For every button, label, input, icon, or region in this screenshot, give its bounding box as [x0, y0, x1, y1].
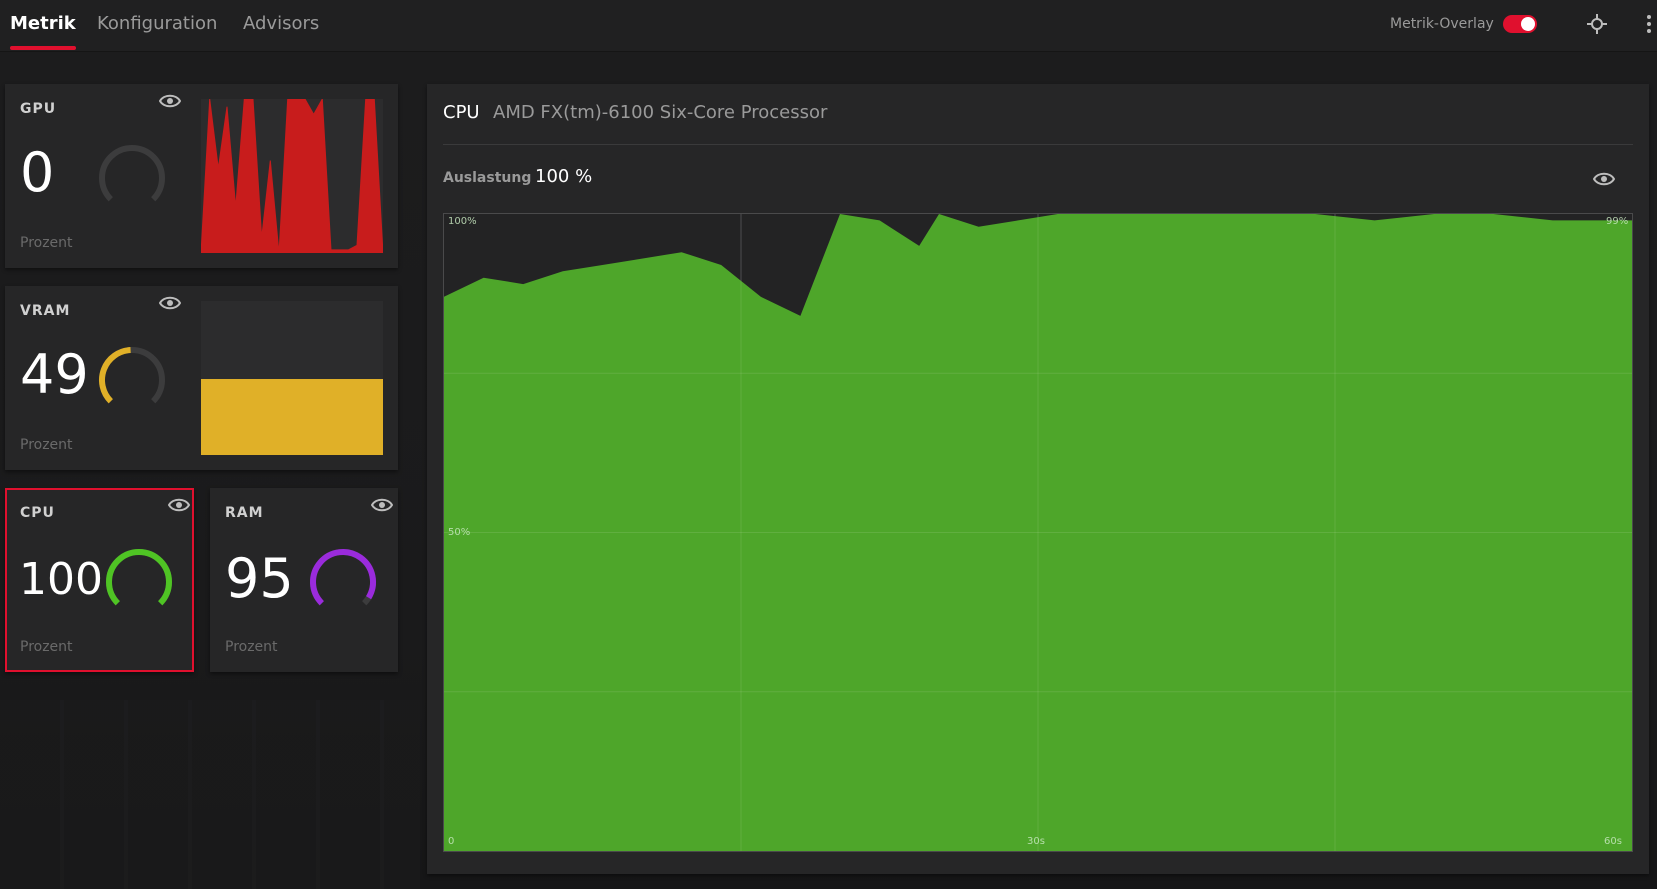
x-tick-0: 0 [448, 836, 455, 847]
ram-label: RAM [225, 505, 264, 521]
vram-label: VRAM [20, 303, 71, 319]
cpu-card[interactable]: CPU 100 Prozent [5, 488, 194, 672]
x-tick-30s: 30s [1027, 836, 1045, 847]
utilization-label: Auslastung [443, 170, 532, 186]
cpu-gauge [106, 549, 172, 606]
ram-unit: Prozent [225, 639, 278, 655]
y-tick-50: 50% [448, 527, 471, 538]
gpu-sparkline-area [201, 99, 383, 253]
eye-icon[interactable] [159, 94, 181, 108]
utilization-value: 100 % [535, 166, 593, 187]
gpu-unit: Prozent [20, 235, 73, 251]
tab-advisors[interactable]: Advisors [243, 0, 319, 52]
gauge-track [99, 145, 165, 202]
vram-unit: Prozent [20, 437, 73, 453]
background-pattern [0, 700, 420, 889]
vram-gauge [99, 347, 165, 404]
tab-konfiguration[interactable]: Konfiguration [97, 0, 217, 52]
top-bar: Metrik Konfiguration Advisors Metrik-Ove… [0, 0, 1657, 52]
y-tick-100: 100% [448, 216, 477, 227]
gauge-fill [106, 549, 172, 606]
cpu-label: CPU [20, 505, 55, 521]
cpu-usage-chart-svg [444, 214, 1632, 851]
cpu-usage-area [444, 214, 1632, 851]
processor-name: AMD FX(tm)-6100 Six-Core Processor [493, 102, 828, 123]
cpu-value: 100 [19, 554, 103, 605]
metric-overlay-toggle[interactable] [1503, 15, 1537, 33]
gpu-gauge [99, 145, 165, 202]
toggle-knob [1521, 17, 1535, 31]
eye-icon[interactable] [168, 498, 190, 512]
sparkline-fill [201, 99, 383, 253]
vram-sparkline-area [201, 379, 383, 455]
gauge-fill [99, 347, 131, 404]
eye-icon[interactable] [1593, 172, 1615, 186]
tab-advisors-label: Advisors [243, 13, 320, 34]
gpu-card[interactable]: GPU 0 Prozent [5, 84, 398, 268]
sparkline-fill [201, 379, 383, 455]
tab-metrik[interactable]: Metrik [10, 0, 76, 52]
active-tab-indicator [10, 46, 76, 50]
ram-card[interactable]: RAM 95 Prozent [210, 488, 398, 672]
gauge-fill [310, 549, 376, 606]
panel-title: CPU [443, 102, 480, 123]
vram-value: 49 [20, 343, 89, 406]
gpu-sparkline [201, 99, 383, 253]
current-value-tick: 99% [1606, 216, 1629, 227]
ram-value: 95 [225, 547, 294, 610]
divider [443, 144, 1633, 145]
gpu-label: GPU [20, 101, 57, 117]
gpu-value: 0 [20, 141, 55, 204]
vram-sparkline [201, 301, 383, 455]
crosshair-icon[interactable] [1586, 13, 1608, 35]
metric-overlay-label: Metrik-Overlay [1390, 16, 1494, 32]
cpu-usage-chart: 100% 50% 0 30s 60s 99% [443, 213, 1633, 852]
eye-icon[interactable] [371, 498, 393, 512]
more-options-icon[interactable] [1644, 13, 1654, 35]
vram-card[interactable]: VRAM 49 Prozent [5, 286, 398, 470]
x-tick-60s: 60s [1604, 836, 1622, 847]
eye-icon[interactable] [159, 296, 181, 310]
tab-konfiguration-label: Konfiguration [97, 13, 218, 34]
cpu-unit: Prozent [20, 639, 73, 655]
tab-metrik-label: Metrik [10, 13, 76, 34]
cpu-detail-panel: CPU AMD FX(tm)-6100 Six-Core Processor A… [427, 84, 1649, 874]
ram-gauge [310, 549, 376, 606]
